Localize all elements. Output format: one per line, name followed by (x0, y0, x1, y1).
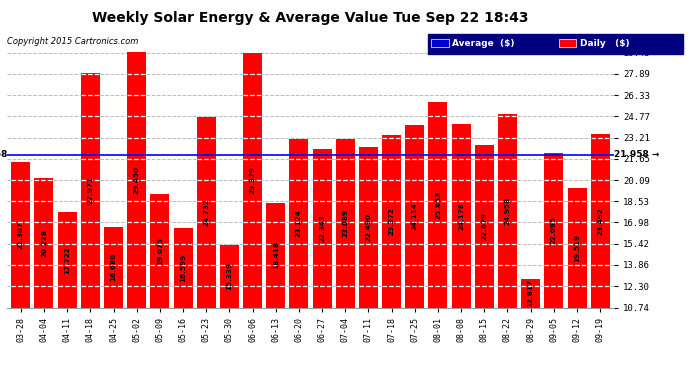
Bar (289, 139, 308, 308)
Text: 24.178: 24.178 (458, 202, 464, 230)
Text: ← 21.958: ← 21.958 (0, 150, 7, 159)
Bar (544, 153, 563, 308)
Text: 19.075: 19.075 (157, 237, 163, 265)
Bar (150, 194, 169, 308)
Bar (173, 228, 193, 308)
Text: 29.450: 29.450 (134, 166, 139, 194)
Bar (34, 178, 54, 308)
Text: 15.339: 15.339 (226, 262, 233, 290)
Text: 24.114: 24.114 (412, 202, 417, 230)
Bar (104, 226, 123, 308)
Text: 17.722: 17.722 (64, 246, 70, 274)
Text: Weekly Solar Energy & Average Value Tue Sep 22 18:43: Weekly Solar Energy & Average Value Tue … (92, 11, 529, 25)
Bar (521, 279, 540, 308)
Text: 23.089: 23.089 (342, 209, 348, 237)
Bar (313, 149, 332, 308)
Text: 22.095: 22.095 (551, 216, 557, 244)
Text: 27.971: 27.971 (88, 176, 93, 204)
Text: 21.958 →: 21.958 → (614, 150, 660, 159)
Text: 21.387: 21.387 (18, 221, 24, 249)
Text: Average  ($): Average ($) (452, 39, 515, 48)
Bar (405, 125, 424, 308)
Text: 12.817: 12.817 (528, 279, 533, 307)
Bar (475, 145, 494, 308)
Bar (591, 134, 610, 308)
Bar (127, 53, 146, 308)
Bar (567, 188, 586, 308)
Text: 20.228: 20.228 (41, 229, 47, 257)
Text: 23.492: 23.492 (597, 207, 603, 234)
Text: Copyright 2015 Cartronics.com: Copyright 2015 Cartronics.com (7, 38, 138, 46)
Text: Daily   ($): Daily ($) (580, 39, 629, 48)
Text: 22.679: 22.679 (482, 212, 487, 240)
Bar (452, 124, 471, 308)
Text: 22.490: 22.490 (366, 213, 371, 242)
Text: 23.124: 23.124 (296, 209, 302, 237)
Bar (382, 135, 401, 308)
Bar (81, 73, 100, 308)
Bar (11, 162, 30, 308)
Bar (58, 212, 77, 308)
Text: 19.519: 19.519 (574, 234, 580, 262)
Bar (359, 147, 378, 308)
Bar (243, 54, 262, 307)
Bar (336, 139, 355, 308)
Bar (498, 114, 517, 308)
Bar (220, 245, 239, 308)
Bar (428, 102, 448, 308)
Text: 24.958: 24.958 (504, 196, 511, 225)
Text: 24.732: 24.732 (204, 198, 209, 226)
Text: 23.372: 23.372 (388, 207, 395, 235)
Text: 16.599: 16.599 (180, 254, 186, 282)
Text: 22.343: 22.343 (319, 214, 325, 242)
Bar (197, 117, 216, 308)
Text: 18.418: 18.418 (273, 241, 279, 269)
Bar (266, 203, 285, 308)
Text: 25.852: 25.852 (435, 190, 441, 219)
Text: 29.379: 29.379 (250, 166, 255, 195)
Text: 16.680: 16.680 (110, 253, 117, 281)
